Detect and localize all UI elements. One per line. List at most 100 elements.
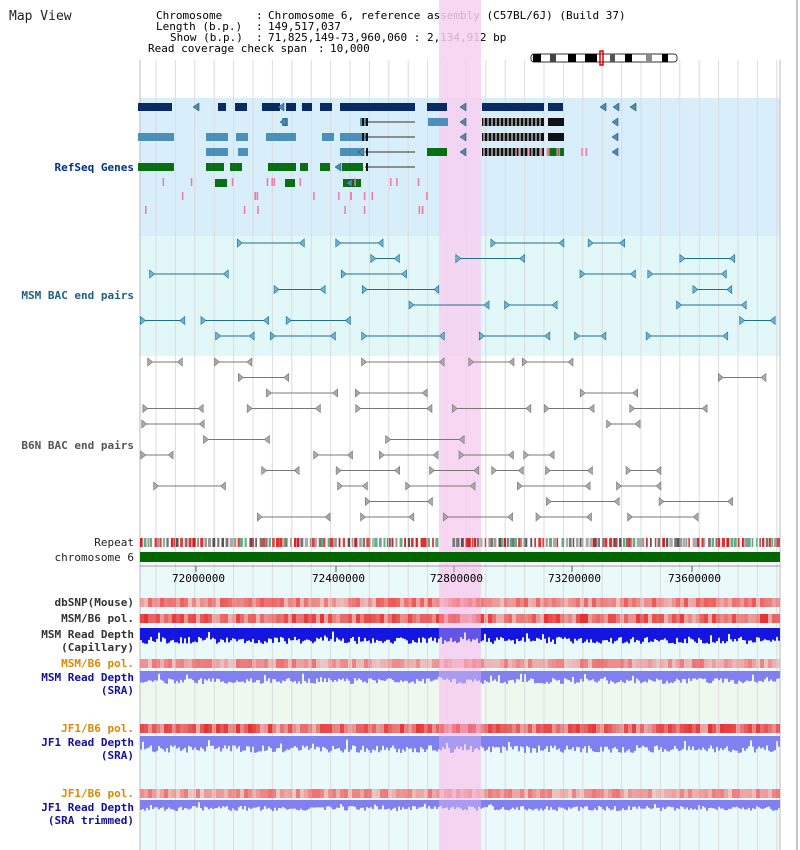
jf1-depth-sra-bar — [636, 736, 638, 746]
jf1-depth-trimmed-bar — [220, 800, 222, 809]
msm-depth-capillary-bar — [678, 628, 680, 643]
jf1-depth-sra-bar — [510, 736, 512, 747]
jf1-depth-trimmed-bar — [598, 800, 600, 807]
track-label-jf1-read-depth-trimmed[interactable]: JF1 Read Depth (SRA trimmed) — [41, 801, 134, 827]
jf1-depth-sra-bar — [414, 736, 416, 749]
track-label-msm-bac[interactable]: MSM BAC end pairs — [21, 289, 134, 302]
jf1-depth-trimmed-bar — [264, 800, 266, 807]
jf1-depth-trimmed-bar — [458, 800, 460, 808]
dbsnp-density-cell — [700, 598, 704, 607]
msm-depth-capillary-bar — [720, 628, 722, 644]
track-label-msm-read-depth-sra[interactable]: MSM Read Depth (SRA) — [41, 671, 134, 697]
jf1-depth-sra-bar — [576, 736, 578, 747]
jf1-depth-sra-bar — [734, 736, 736, 751]
gene-snp-tick — [254, 192, 256, 200]
msm-depth-capillary-bar — [288, 628, 290, 639]
msm-b6-pol-cell — [716, 614, 720, 623]
msm-depth-sra-bar — [410, 671, 412, 683]
dbsnp-density-cell — [308, 598, 312, 607]
track-label-jf1-b6-pol-2[interactable]: JF1/B6 pol. — [61, 787, 134, 800]
msm-depth-capillary-bar — [236, 628, 238, 642]
track-label-repeat[interactable]: Repeat — [94, 536, 134, 549]
jf1-depth-trimmed-bar — [392, 800, 394, 809]
track-label-jf1-b6-pol[interactable]: JF1/B6 pol. — [61, 722, 134, 735]
jf1-depth-sra-bar — [230, 736, 232, 752]
msm-depth-sra-bar — [644, 671, 646, 682]
msm-depth-capillary-bar — [328, 628, 330, 641]
repeat-element — [265, 538, 268, 547]
jf1-b6-pol-2-cell — [752, 789, 756, 798]
jf1-depth-trimmed-bar — [612, 800, 614, 810]
msm-bac-pair-end — [483, 300, 490, 310]
jf1-depth-trimmed-bar — [248, 800, 250, 808]
jf1-depth-sra-bar — [274, 736, 276, 752]
jf1-b6-pol-2-cell — [224, 789, 228, 798]
msm-bac-pair-end — [269, 331, 276, 341]
msm-b6-pol-sra-cell — [312, 659, 316, 668]
dbsnp-density-cell — [316, 598, 320, 607]
msm-b6-pol-cell — [728, 614, 732, 623]
msm-depth-capillary-bar — [146, 628, 148, 644]
jf1-depth-trimmed-bar — [664, 800, 666, 809]
axis-tick-label: 72400000 — [312, 572, 365, 585]
jf1-b6-pol-2-cell — [276, 789, 280, 798]
track-label-msm-b6-pol-sra[interactable]: MSM/B6 pol. — [61, 657, 134, 670]
msm-bac-pair-end — [140, 315, 146, 326]
jf1-depth-sra-bar — [234, 736, 236, 746]
msm-depth-sra-bar — [184, 671, 186, 680]
msm-depth-capillary-bar — [450, 628, 452, 638]
track-label-chromosome[interactable]: chromosome 6 — [54, 551, 134, 564]
msm-depth-capillary-bar — [252, 628, 254, 639]
msm-b6-pol-cell — [204, 614, 208, 623]
jf1-depth-trimmed-bar — [238, 800, 240, 808]
msm-depth-capillary-bar — [526, 628, 528, 634]
msm-depth-sra-bar — [476, 671, 478, 681]
msm-bac-pair-end — [200, 315, 207, 326]
jf1-b6-pol-2-cell — [516, 789, 520, 798]
dbsnp-density-cell — [712, 598, 716, 607]
repeat-element — [279, 538, 283, 547]
track-label-b6n-bac[interactable]: B6N BAC end pairs — [21, 439, 134, 452]
b6n-bac-pair-end — [167, 450, 174, 460]
jf1-depth-trimmed-bar — [668, 800, 670, 807]
jf1-depth-trimmed-bar — [440, 800, 442, 807]
jf1-b6-pol-2-cell — [156, 789, 160, 798]
track-label-msm-b6-pol[interactable]: MSM/B6 pol. — [61, 612, 134, 625]
msm-depth-capillary-bar — [272, 628, 274, 643]
repeat-element — [391, 538, 394, 547]
track-label-refseq[interactable]: RefSeq Genes — [54, 161, 134, 174]
jf1-depth-sra-bar — [244, 736, 246, 751]
msm-b6-pol-sra-cell — [248, 659, 252, 668]
gene-exon — [268, 163, 296, 171]
track-label-msm-read-depth-capillary[interactable]: MSM Read Depth (Capillary) — [41, 628, 134, 654]
msm-depth-capillary-bar — [368, 628, 370, 641]
jf1-depth-sra-bar — [308, 736, 310, 750]
track-label-dbsnp[interactable]: dbSNP(Mouse) — [54, 596, 134, 609]
track-label-jf1-read-depth-sra[interactable]: JF1 Read Depth (SRA) — [41, 736, 134, 762]
msm-b6-pol-cell — [744, 614, 748, 623]
msm-b6-pol-sra-cell — [544, 659, 548, 668]
repeat-element — [589, 538, 593, 547]
msm-b6-pol-sra-cell — [524, 659, 528, 668]
msm-b6-pol-sra-cell — [476, 659, 480, 668]
repeat-element — [378, 538, 382, 547]
msm-depth-capillary-bar — [210, 628, 212, 640]
jf1-depth-trimmed-bar — [176, 800, 178, 811]
repeat-element — [314, 538, 318, 547]
msm-depth-capillary-bar — [414, 628, 416, 643]
msm-depth-sra-bar — [648, 671, 650, 680]
msm-depth-sra-bar — [214, 671, 216, 682]
b6n-bac-pair-end — [142, 403, 149, 414]
jf1-b6-pol-cell — [588, 724, 592, 733]
msm-depth-capillary-bar — [330, 628, 332, 640]
msm-depth-capillary-bar — [664, 628, 666, 639]
repeat-element — [188, 538, 192, 547]
msm-depth-sra-bar — [234, 671, 236, 683]
msm-b6-pol-cell — [452, 614, 456, 623]
jf1-b6-pol-2-cell — [660, 789, 664, 798]
dbsnp-density-cell — [400, 598, 404, 607]
msm-b6-pol-cell — [612, 614, 616, 623]
gene-exon — [322, 133, 334, 141]
msm-b6-pol-sra-cell — [564, 659, 568, 668]
